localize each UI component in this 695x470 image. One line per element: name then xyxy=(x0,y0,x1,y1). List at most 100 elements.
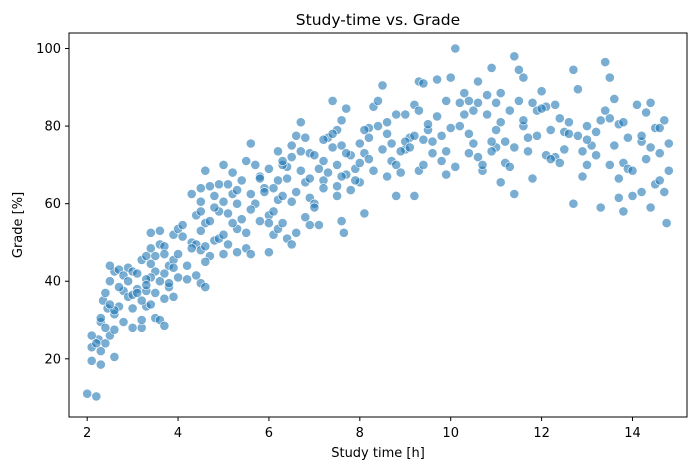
data-point xyxy=(186,243,197,254)
data-point xyxy=(354,157,365,168)
data-point xyxy=(491,97,501,108)
data-point xyxy=(523,132,533,143)
data-point xyxy=(168,291,179,302)
data-point xyxy=(582,159,592,170)
data-point xyxy=(350,175,361,186)
data-point xyxy=(168,262,179,273)
data-point xyxy=(241,156,252,166)
data-point xyxy=(209,190,220,201)
data-point xyxy=(418,134,429,145)
data-point xyxy=(627,190,638,201)
data-point xyxy=(582,121,592,131)
y-tick-label: 100 xyxy=(36,42,61,57)
data-point xyxy=(427,148,438,159)
data-point xyxy=(200,282,211,292)
data-point xyxy=(336,140,347,151)
data-point xyxy=(432,74,442,85)
data-point xyxy=(232,185,242,195)
data-point xyxy=(577,146,588,157)
data-point xyxy=(118,317,129,327)
data-point xyxy=(523,146,533,157)
data-point xyxy=(164,278,174,289)
data-point xyxy=(313,163,324,174)
data-point xyxy=(441,96,452,106)
x-tick-label: 12 xyxy=(533,426,550,441)
data-point xyxy=(518,115,529,126)
data-point xyxy=(482,109,492,120)
data-point xyxy=(582,134,592,145)
data-point xyxy=(232,198,242,209)
data-point xyxy=(105,260,115,271)
data-point xyxy=(600,105,611,116)
data-point xyxy=(418,159,429,170)
data-point xyxy=(654,175,665,186)
data-point xyxy=(386,138,397,149)
data-point xyxy=(527,97,538,108)
data-point xyxy=(395,146,406,157)
data-point xyxy=(254,216,265,226)
data-point xyxy=(105,299,115,310)
data-point xyxy=(177,231,188,242)
data-point xyxy=(341,103,352,114)
data-point xyxy=(341,148,352,159)
data-point xyxy=(454,97,465,108)
data-point xyxy=(277,218,288,228)
data-point xyxy=(409,130,420,141)
data-point xyxy=(286,196,297,207)
data-point xyxy=(368,165,379,176)
data-point xyxy=(309,202,320,213)
data-point xyxy=(595,115,606,126)
data-point xyxy=(554,113,565,124)
data-point xyxy=(263,247,274,258)
data-point xyxy=(218,159,229,170)
data-point xyxy=(200,241,211,252)
data-point xyxy=(363,132,374,143)
data-point xyxy=(295,165,306,176)
data-point xyxy=(604,159,615,170)
data-point xyxy=(332,159,342,170)
data-point xyxy=(359,125,370,135)
data-point xyxy=(318,183,329,194)
data-point xyxy=(363,154,374,164)
data-point xyxy=(591,126,601,137)
data-point xyxy=(436,130,447,141)
data-point xyxy=(604,72,615,83)
x-axis-label: Study time [h] xyxy=(331,446,425,461)
data-point xyxy=(645,142,656,153)
data-point xyxy=(536,103,547,114)
data-point xyxy=(309,150,320,161)
data-point xyxy=(413,105,424,116)
data-point xyxy=(132,268,143,279)
data-point xyxy=(105,276,115,287)
data-point xyxy=(441,146,452,157)
data-point xyxy=(182,260,192,271)
y-axis-label: Grade [%] xyxy=(11,192,26,258)
data-point xyxy=(218,229,229,240)
data-point xyxy=(145,243,156,254)
data-point xyxy=(127,303,138,314)
y-tick-label: 40 xyxy=(44,275,61,290)
data-point xyxy=(336,115,347,126)
data-point xyxy=(336,171,347,182)
data-point xyxy=(173,249,183,259)
data-point xyxy=(473,97,483,108)
data-point xyxy=(268,183,279,194)
data-point xyxy=(491,125,501,135)
data-point xyxy=(186,189,197,199)
data-point xyxy=(345,185,356,195)
data-point xyxy=(518,72,529,83)
data-point xyxy=(504,161,515,172)
data-point xyxy=(495,88,506,98)
data-point xyxy=(441,169,452,180)
data-point xyxy=(254,173,265,184)
data-point xyxy=(159,320,170,331)
data-point xyxy=(127,322,138,333)
data-point xyxy=(663,138,674,149)
data-point xyxy=(159,249,170,259)
data-point xyxy=(332,181,342,192)
data-point xyxy=(259,187,270,197)
data-point xyxy=(486,63,497,73)
data-point xyxy=(636,187,647,197)
data-point xyxy=(509,189,520,199)
y-axis-ticks: 20 40 60 80 100 xyxy=(36,42,69,367)
